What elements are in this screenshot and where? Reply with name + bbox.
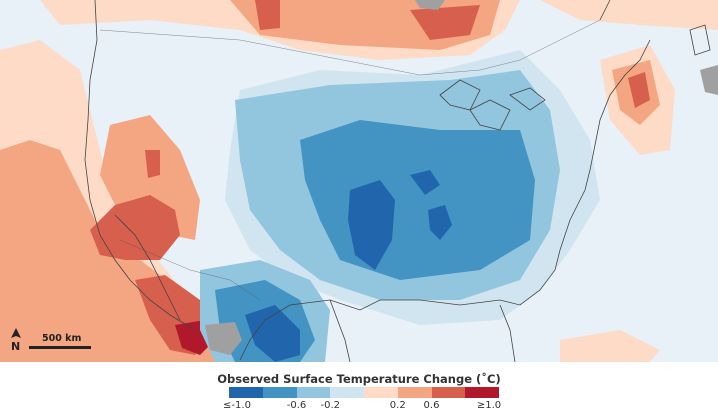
legend-tick-label: 0.6 <box>423 400 440 411</box>
legend-swatch <box>330 387 364 398</box>
legend-tick-label: 0.2 <box>389 400 406 411</box>
legend-tick-label: ≤-1.0 <box>223 400 251 411</box>
legend-swatch <box>397 387 432 398</box>
temperature-anomaly-map: N <box>0 0 718 362</box>
warm-anomaly-north <box>40 0 718 60</box>
legend-swatch <box>431 387 466 398</box>
legend-swatch <box>262 387 297 398</box>
coastlines <box>84 0 711 362</box>
legend-color-bar <box>229 387 499 398</box>
borders <box>99 19 601 301</box>
scale-label: 500 km <box>42 333 82 344</box>
legend-swatch <box>364 387 398 398</box>
north-label: N <box>11 340 20 353</box>
legend-tick-label: -0.2 <box>320 400 341 411</box>
no-data-atlantic <box>700 65 718 95</box>
scale-bar <box>29 346 91 349</box>
legend-title: Observed Surface Temperature Change (˚C) <box>217 372 501 386</box>
legend-tick-label: -0.6 <box>286 400 307 411</box>
legend-swatch <box>296 387 331 398</box>
cool-anomaly-central <box>225 50 600 325</box>
legend-swatch <box>229 387 263 398</box>
no-data-mexico <box>205 322 242 355</box>
north-arrow-icon: N <box>11 328 21 353</box>
legend-swatch <box>465 387 499 398</box>
legend-tick-label: ≥1.0 <box>476 400 502 411</box>
no-data-hudson <box>415 0 445 10</box>
